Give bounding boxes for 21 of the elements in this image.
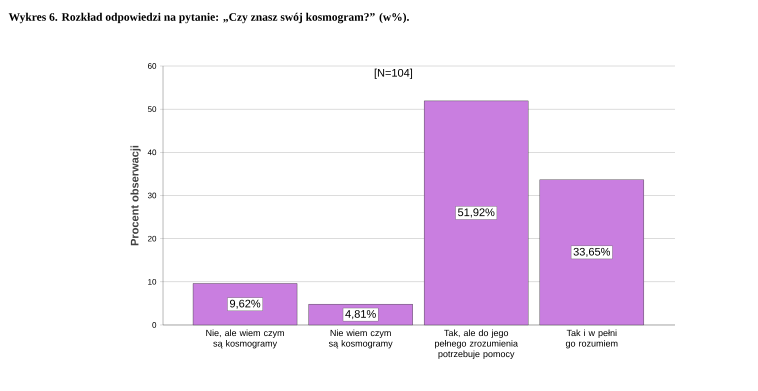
y-axis-title: Procent obserwacji (130, 146, 141, 246)
bar (424, 100, 528, 326)
annotation: [N=104] (374, 68, 412, 79)
y-tick-label: 40 (148, 150, 156, 156)
x-tick-label: Tak, ale do jego pełnego zrozumienia potrzebuje pomocy (435, 330, 518, 359)
x-tick-label: Nie, ale wiem czym są kosmogramy (206, 330, 284, 348)
data-label: 33,65% (574, 248, 610, 257)
y-tick-label: 60 (148, 63, 156, 69)
x-tick-label: Nie wiem czym są kosmogramy (328, 330, 393, 348)
bar (192, 283, 298, 326)
data-label: 51,92% (458, 208, 494, 218)
y-tick-label: 30 (148, 192, 156, 198)
data-label: 4,81% (345, 310, 376, 320)
chart-title: Wykres 6. Rozkład odpowiedzi na pytanie: „Czy znasz swój kosmogram?” (w%). (8, 12, 409, 24)
y-tick-label: 20 (148, 236, 156, 242)
x-tick-label: Tak i w pełni go rozumiem (566, 330, 618, 348)
y-tick-label: 0 (152, 322, 156, 328)
y-tick-label: 50 (148, 106, 156, 112)
bar (540, 180, 644, 326)
y-tick-label: 10 (148, 278, 156, 285)
data-label: 9,62% (230, 300, 260, 309)
